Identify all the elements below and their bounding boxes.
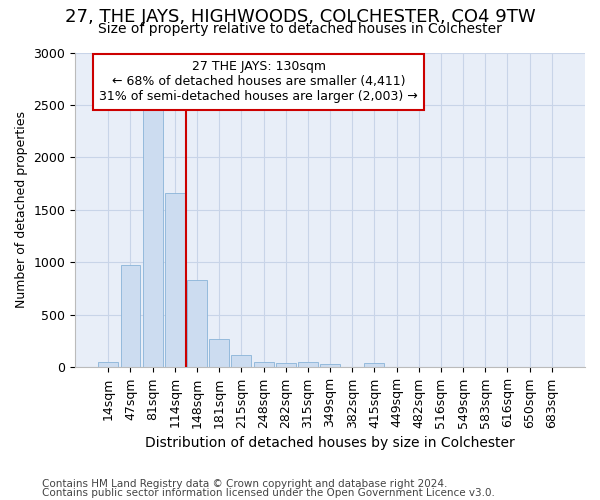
Bar [254, 362, 274, 368]
Text: 27, THE JAYS, HIGHWOODS, COLCHESTER, CO4 9TW: 27, THE JAYS, HIGHWOODS, COLCHESTER, CO4… [65, 8, 535, 26]
Bar [187, 280, 207, 368]
Text: Size of property relative to detached houses in Colchester: Size of property relative to detached ho… [98, 22, 502, 36]
Bar [121, 264, 140, 368]
Bar [320, 364, 340, 368]
Text: Contains HM Land Registry data © Crown copyright and database right 2024.: Contains HM Land Registry data © Crown c… [42, 479, 448, 489]
Bar [276, 363, 296, 368]
Bar [165, 193, 185, 368]
X-axis label: Distribution of detached houses by size in Colchester: Distribution of detached houses by size … [145, 436, 515, 450]
Bar [298, 362, 318, 368]
Bar [232, 356, 251, 368]
Y-axis label: Number of detached properties: Number of detached properties [15, 112, 28, 308]
Text: Contains public sector information licensed under the Open Government Licence v3: Contains public sector information licen… [42, 488, 495, 498]
Bar [364, 362, 385, 368]
Bar [98, 362, 118, 368]
Text: 27 THE JAYS: 130sqm
← 68% of detached houses are smaller (4,411)
31% of semi-det: 27 THE JAYS: 130sqm ← 68% of detached ho… [100, 60, 418, 104]
Bar [143, 109, 163, 368]
Bar [209, 339, 229, 368]
